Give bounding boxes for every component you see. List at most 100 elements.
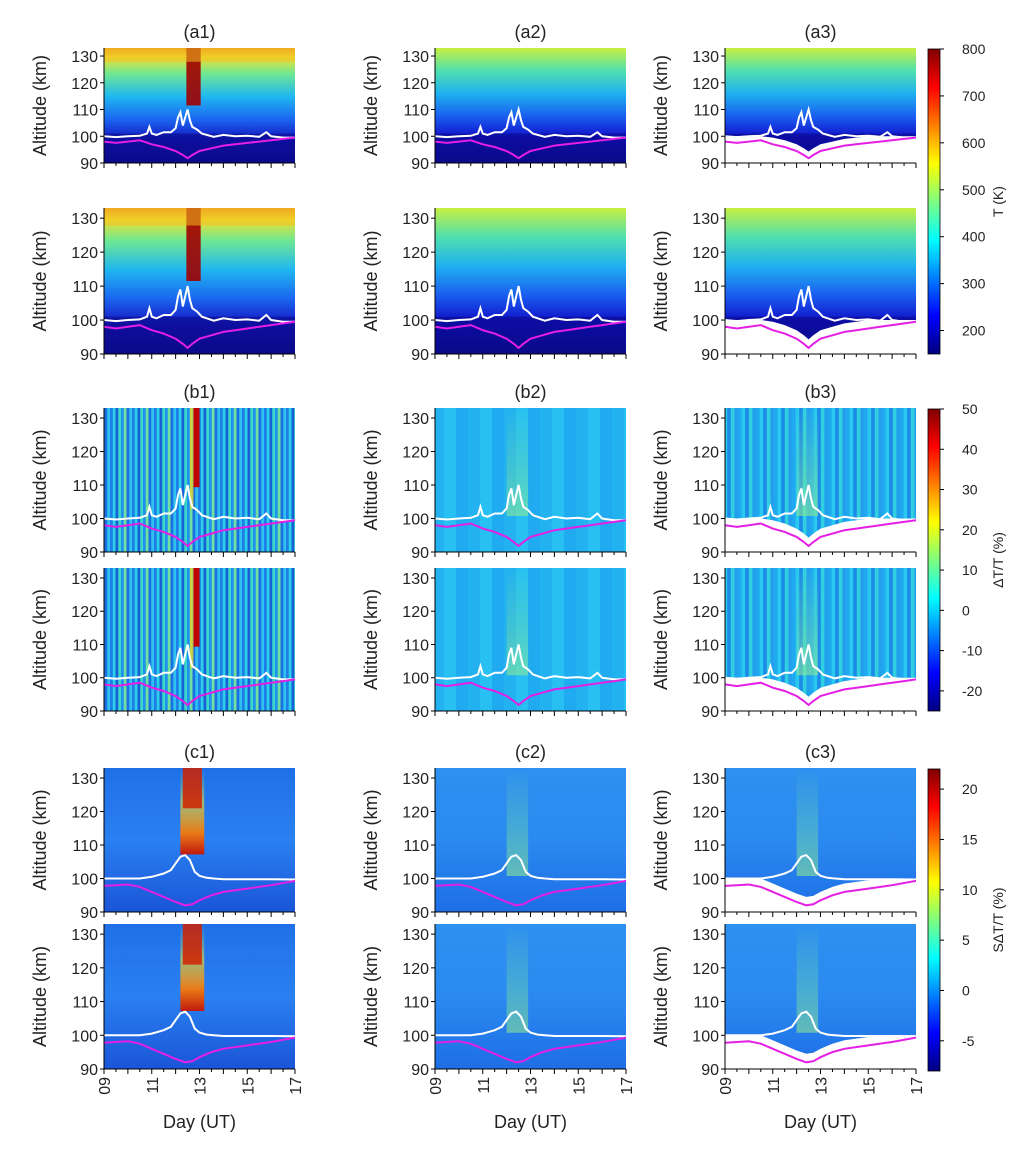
- lower-boundary-line: [725, 678, 916, 707]
- y-tick-label: 120: [71, 445, 98, 462]
- y-tick-label: 100: [692, 872, 719, 889]
- x-tick-label: 11: [145, 1077, 162, 1094]
- y-tick-label: 100: [71, 872, 98, 889]
- y-tick-label: 90: [80, 156, 98, 173]
- upper-boundary-line: [435, 105, 626, 139]
- x-tick-label: 15: [571, 1077, 588, 1095]
- warm-streak: [189, 408, 194, 509]
- lower-boundary-line: [435, 136, 626, 160]
- y-tick-label: 120: [692, 961, 719, 978]
- subpanel-lower: 90 100 110 120 130 Altitude (km): [30, 924, 296, 1079]
- y-axis-label: Altitude (km): [30, 589, 50, 690]
- y-tick-label: 100: [71, 313, 98, 330]
- y-tick-label: 90: [80, 905, 98, 922]
- subpanel-lower: 90 100 110 120 130 Altitude (km): [361, 208, 627, 364]
- hot-core: [182, 924, 202, 965]
- subpanel-upper: 90 100 110 120 130 Altitude (km): [361, 48, 627, 173]
- green-streak: [506, 408, 529, 516]
- colorbar-tick-label: 800: [962, 41, 986, 57]
- y-tick-label: 110: [693, 838, 719, 855]
- y-axis-label: Altitude (km): [361, 946, 381, 1047]
- y-axis-label: Altitude (km): [361, 55, 381, 156]
- y-axis-label: Altitude (km): [651, 789, 671, 890]
- y-tick-label: 130: [71, 49, 98, 66]
- y-tick-label: 130: [402, 927, 429, 944]
- lower-boundary-line: [435, 320, 626, 350]
- y-tick-label: 120: [402, 604, 429, 621]
- y-tick-label: 90: [701, 704, 719, 721]
- hot-band: [104, 48, 295, 62]
- y-tick-label: 120: [692, 245, 719, 262]
- y-tick-label: 130: [692, 49, 719, 66]
- colorbar-label: T (K): [990, 186, 1006, 217]
- lower-boundary-line: [725, 320, 916, 350]
- panel-title: (a1): [183, 22, 215, 42]
- colorbar-tick-label: 5: [962, 932, 970, 948]
- green-streak: [796, 768, 819, 876]
- panel-a3: (a3) 90 100 110 120 130 Altitude (km) 90 100 110 1…: [651, 22, 917, 364]
- y-tick-label: 110: [72, 478, 98, 495]
- y-axis-label: Altitude (km): [651, 55, 671, 156]
- lower-boundary-line: [104, 320, 295, 350]
- upper-boundary-line: [435, 285, 626, 323]
- upper-boundary-line: [725, 644, 916, 681]
- x-axis-label: Day (UT): [784, 1112, 857, 1132]
- y-tick-label: 120: [692, 445, 719, 462]
- y-axis-label: Altitude (km): [30, 789, 50, 890]
- colorbar-tick-label: -10: [962, 643, 982, 659]
- y-tick-label: 100: [692, 313, 719, 330]
- upper-boundary-line: [725, 484, 916, 522]
- heatmap-field: [435, 924, 626, 1069]
- subpanel-upper: 90 100 110 120 130 Altitude (km): [30, 768, 296, 922]
- lower-boundary-line: [104, 879, 295, 907]
- upper-boundary-line: [725, 853, 916, 881]
- y-tick-label: 90: [411, 156, 429, 173]
- y-tick-label: 120: [71, 245, 98, 262]
- colorbar-tick-label: 400: [962, 229, 986, 245]
- panel-c2: (c2) 90 100 110 120 130 Altitude (km) 90 100 110 1…: [361, 742, 627, 1079]
- y-tick-label: 90: [411, 545, 429, 562]
- panel-title: (a3): [804, 22, 836, 42]
- y-axis-label: Altitude (km): [361, 789, 381, 890]
- y-axis-label: Altitude (km): [651, 589, 671, 690]
- green-streak: [506, 568, 529, 676]
- panel-title: (a2): [514, 22, 546, 42]
- upper-boundary-line: [435, 1010, 626, 1038]
- y-tick-label: 110: [72, 103, 98, 120]
- upper-boundary-line: [435, 853, 626, 881]
- y-tick-label: 100: [71, 129, 98, 146]
- x-tick-label: 11: [766, 1077, 783, 1094]
- y-tick-label: 100: [402, 671, 429, 688]
- panel-c1: (c1) 90 100 110 120 130 Altitude (km) 90 100 110 1…: [30, 742, 296, 1079]
- lower-boundary-line: [104, 678, 295, 707]
- colorbar-bar: [927, 48, 941, 355]
- colorbar-tick-label: 0: [962, 602, 970, 618]
- colorbar-tick-label: 200: [962, 323, 986, 339]
- x-tick-label: 15: [861, 1077, 878, 1095]
- y-axis-label: Altitude (km): [30, 429, 50, 530]
- panel-b3: (b3) 90 100 110 120 130 Altitude (km) 90 100 110 1…: [651, 382, 917, 721]
- y-tick-label: 120: [402, 805, 429, 822]
- green-streak: [796, 408, 819, 516]
- lower-boundary-line: [725, 136, 916, 160]
- y-tick-label: 110: [693, 478, 719, 495]
- x-tick-label: 13: [814, 1077, 831, 1095]
- y-axis-label: Altitude (km): [361, 429, 381, 530]
- cold-layer: [104, 316, 295, 354]
- y-tick-label: 90: [701, 1062, 719, 1079]
- colorbar-b: -20 -10 0 10 20 30 40 50 ΔT/T (%): [927, 401, 1006, 712]
- subpanel-lower: 90 100 110 120 130 Altitude (km): [361, 924, 627, 1079]
- hot-core: [182, 768, 202, 809]
- y-tick-label: 110: [693, 279, 719, 296]
- y-tick-label: 110: [403, 279, 429, 296]
- colorbar-tick-label: -5: [962, 1033, 975, 1049]
- subpanel-lower: 90 100 110 120 130 Altitude (km): [651, 208, 917, 364]
- cold-layer: [435, 316, 626, 354]
- y-axis-label: Altitude (km): [30, 230, 50, 331]
- hot-streak: [193, 568, 200, 647]
- upper-boundary-line: [104, 484, 295, 522]
- x-tick-label: 17: [619, 1077, 636, 1095]
